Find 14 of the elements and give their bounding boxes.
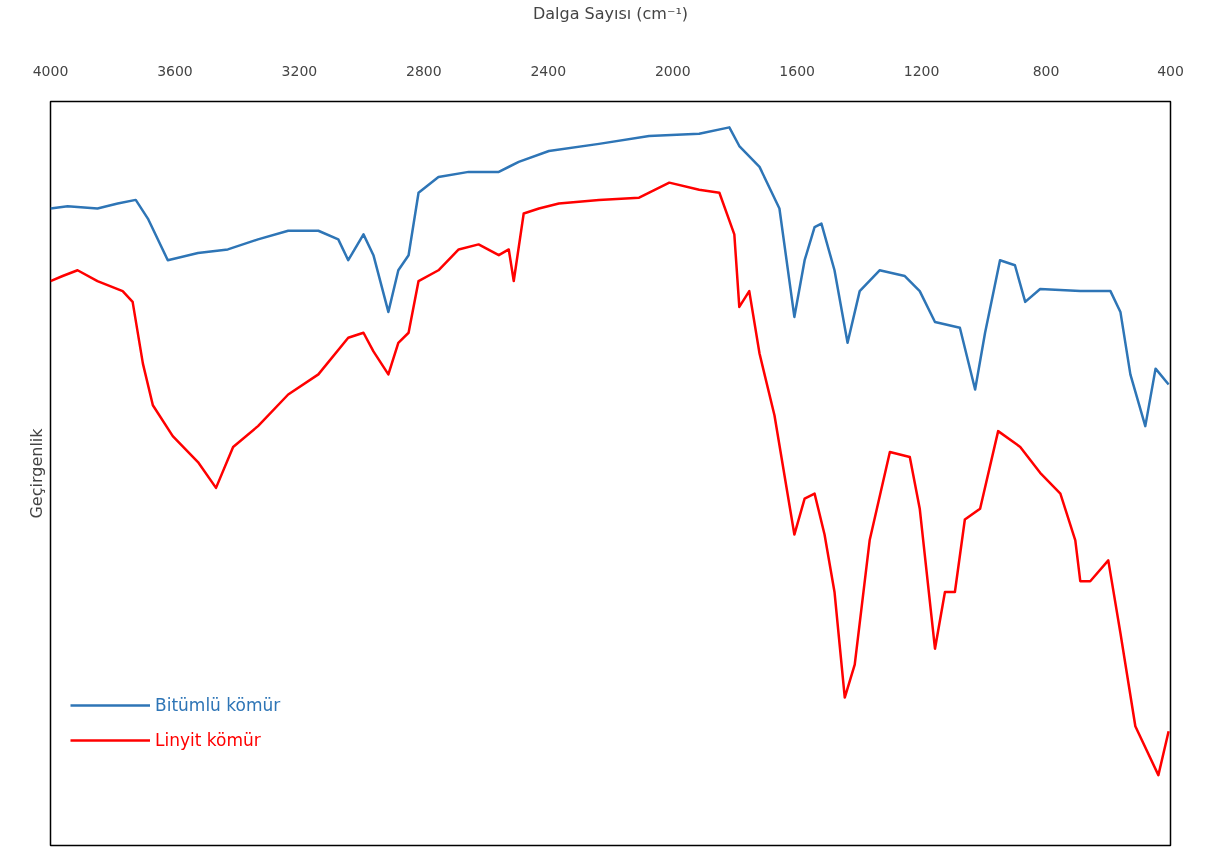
x-tick-label: 3200	[281, 62, 318, 79]
x-tick-label: 1600	[779, 62, 815, 79]
x-tick-label: 400	[1157, 62, 1184, 79]
x-axis-title: Dalga Sayısı (cm⁻¹)	[532, 3, 689, 23]
x-tick-label: 1200	[903, 62, 940, 79]
y-axis-title: Geçirgenlik	[26, 427, 46, 519]
x-tick-label: 3600	[157, 62, 193, 79]
legend-label: Bitümlü kömür	[155, 695, 281, 715]
x-tick-label: 4000	[32, 62, 69, 79]
x-tick-label: 2000	[654, 62, 691, 79]
x-tick-label: 2400	[530, 62, 567, 79]
legend-label: Linyit kömür	[155, 730, 261, 750]
x-tick-label: 800	[1032, 62, 1060, 79]
x-tick-label: 2800	[406, 62, 442, 79]
